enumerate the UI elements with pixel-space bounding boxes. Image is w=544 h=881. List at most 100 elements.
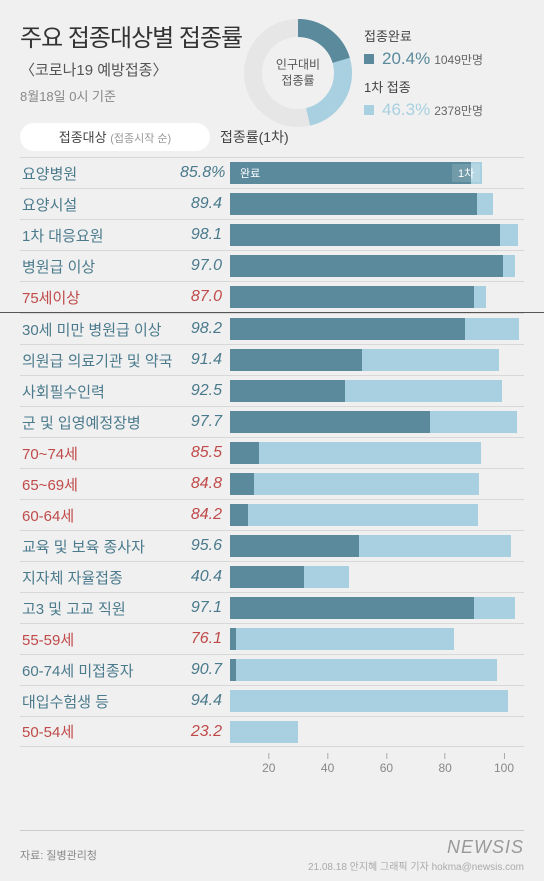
row-value: 95.6 — [180, 537, 230, 555]
row-bar — [230, 535, 524, 557]
bar-done — [230, 504, 248, 526]
legend: 접종완료 20.4% 1049만명 1차 접종 46.3% 2378만명 — [364, 22, 483, 124]
table-row: 50-54세23.2 — [20, 716, 524, 747]
row-label: 50-54세 — [20, 721, 180, 742]
row-bar — [230, 193, 524, 215]
x-axis: 20406080100 — [210, 753, 544, 777]
row-bar — [230, 411, 524, 433]
row-bar — [230, 224, 524, 246]
infographic-root: 주요 접종대상별 접종률 〈코로나19 예방접종〉 8월18일 0시 기준 인구… — [0, 0, 544, 881]
bar-first — [230, 659, 497, 681]
credit-line: 21.08.18 안지혜 그래픽 기자 hokma@newsis.com — [308, 858, 524, 873]
row-value: 92.5 — [180, 382, 230, 400]
row-value: 90.7 — [180, 661, 230, 679]
table-row: 요양병원85.8%완료1차 — [20, 157, 524, 188]
row-label: 55-59세 — [20, 629, 180, 650]
legend-first-swatch — [364, 105, 374, 115]
table-row: 고3 및 고교 직원97.1 — [20, 592, 524, 623]
x-tick: 80 — [439, 753, 452, 775]
bar-first — [230, 721, 298, 743]
table-row: 사회필수인력92.5 — [20, 375, 524, 406]
row-value: 98.2 — [180, 320, 230, 338]
row-bar: 완료1차 — [230, 162, 524, 184]
row-label: 의원급 의료기관 및 약국 — [20, 350, 180, 371]
bar-done — [230, 566, 304, 588]
table-row: 60-64세84.2 — [20, 499, 524, 530]
bar-first — [230, 504, 478, 526]
table-row: 교육 및 보육 종사자95.6 — [20, 530, 524, 561]
bar-done — [230, 473, 254, 495]
bar-done — [230, 224, 500, 246]
brand-logo: NEWSIS — [308, 837, 524, 858]
row-bar — [230, 380, 524, 402]
row-bar — [230, 286, 524, 308]
table-row: 지자체 자율접종40.4 — [20, 561, 524, 592]
table-row: 55-59세76.1 — [20, 623, 524, 654]
legend-first-pct: 46.3% — [382, 100, 430, 120]
legend-first-values: 46.3% 2378만명 — [364, 100, 483, 120]
table-row: 70~74세85.5 — [20, 437, 524, 468]
table-row: 대입수험생 등94.4 — [20, 685, 524, 716]
row-bar — [230, 442, 524, 464]
donut-center-label: 인구대비 접종률 — [276, 57, 320, 88]
legend-done-swatch — [364, 54, 374, 64]
row-label: 대입수험생 등 — [20, 691, 180, 712]
row-label: 사회필수인력 — [20, 381, 180, 402]
legend-done-label: 접종완료 — [364, 26, 412, 45]
bar-done — [230, 255, 503, 277]
bar-done — [230, 380, 345, 402]
row-label: 65~69세 — [20, 474, 180, 495]
table-row: 병원급 이상97.0 — [20, 250, 524, 281]
bar-done — [230, 442, 259, 464]
row-value: 85.8% — [180, 164, 230, 182]
table-row: 의원급 의료기관 및 약국91.4 — [20, 344, 524, 375]
legend-done-values: 20.4% 1049만명 — [364, 49, 483, 69]
col-head-target: 접종대상 (접종시작 순) — [20, 123, 210, 151]
row-bar — [230, 318, 524, 340]
row-value: 89.4 — [180, 195, 230, 213]
bar-first — [230, 473, 479, 495]
table-row: 30세 미만 병원급 이상98.2 — [20, 313, 524, 344]
row-value: 97.1 — [180, 599, 230, 617]
x-tick: 20 — [262, 753, 275, 775]
bar-done — [230, 318, 465, 340]
row-value: 85.5 — [180, 444, 230, 462]
row-label: 요양병원 — [20, 163, 180, 184]
bar-done — [230, 597, 474, 619]
row-label: 60-64세 — [20, 505, 180, 526]
row-bar — [230, 349, 524, 371]
row-bar — [230, 721, 524, 743]
row-value: 91.4 — [180, 351, 230, 369]
bar-first — [230, 628, 454, 650]
row-label: 75세이상 — [20, 287, 180, 308]
row-bar — [230, 690, 524, 712]
row-label: 군 및 입영예정장병 — [20, 412, 180, 433]
row-value: 98.1 — [180, 226, 230, 244]
row-label: 1차 대응요원 — [20, 225, 180, 246]
row-value: 40.4 — [180, 568, 230, 586]
bar-done-label: 완료 — [234, 164, 266, 182]
donut-section: 인구대비 접종률 접종완료 20.4% 1049만명 1차 접종 — [244, 18, 524, 128]
x-tick: 40 — [321, 753, 334, 775]
source-label: 자료: 질병관리청 — [20, 847, 97, 863]
row-bar — [230, 566, 524, 588]
x-tick: 60 — [380, 753, 393, 775]
bar-first — [230, 690, 508, 712]
row-value: 87.0 — [180, 288, 230, 306]
bar-first — [230, 442, 481, 464]
legend-done-pct: 20.4% — [382, 49, 430, 69]
col-head-target-sub: (접종시작 순) — [110, 133, 171, 145]
table-row: 요양시설89.4 — [20, 188, 524, 219]
bar-done — [230, 286, 474, 308]
row-value: 76.1 — [180, 630, 230, 648]
row-label: 교육 및 보육 종사자 — [20, 536, 180, 557]
table-row: 1차 대응요원98.1 — [20, 219, 524, 250]
row-value: 84.2 — [180, 506, 230, 524]
chart-area: 요양병원85.8%완료1차요양시설89.41차 대응요원98.1병원급 이상97… — [0, 151, 544, 747]
bar-done — [230, 659, 236, 681]
row-label: 지자체 자율접종 — [20, 567, 180, 588]
donut-label-1: 인구대비 — [276, 57, 320, 71]
table-row: 60-74세 미접종자90.7 — [20, 654, 524, 685]
row-value: 97.0 — [180, 257, 230, 275]
row-bar — [230, 597, 524, 619]
